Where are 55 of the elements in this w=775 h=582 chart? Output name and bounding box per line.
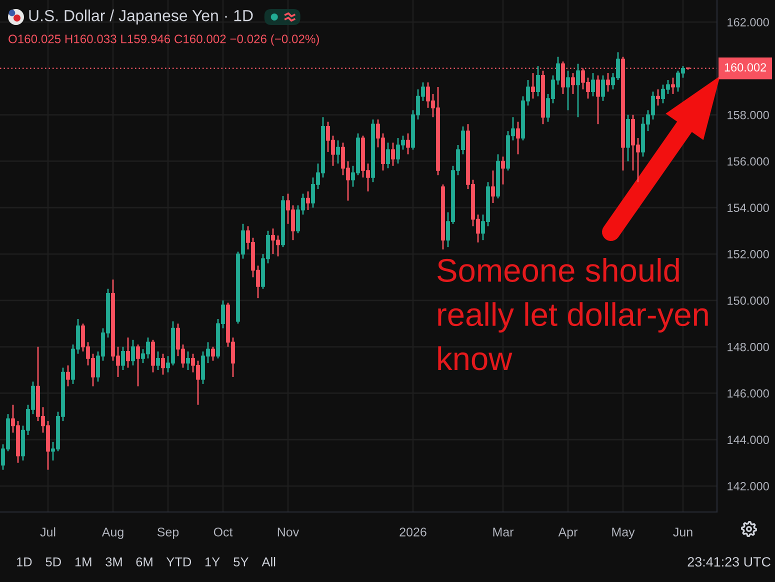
y-tick-label: 148.000 <box>728 342 769 352</box>
text: U.S. Dollar / Japanese Yen · 1D <box>29 10 253 24</box>
y-tick-label: 144.000 <box>728 436 769 444</box>
text: O160.025 H160.033 L159.946 C160.002 −0.026 (−0.02%) <box>8 34 319 46</box>
candlestick <box>536 65 540 97</box>
candlestick <box>656 88 660 106</box>
annotation: Someone should really let dollar-yen know <box>437 258 708 370</box>
candlestick <box>131 339 135 366</box>
text: 1D 5D 1M 3M 6M YTD 1Y 5Y All <box>16 557 276 566</box>
ref-line-label: 160.002 <box>724 63 766 72</box>
x-tick-label: Mar <box>493 528 514 536</box>
y-tick-label: 146.000 <box>728 389 769 398</box>
candlestick <box>576 63 580 118</box>
x-tick-label: Apr <box>558 528 578 539</box>
x-tick-label: Aug <box>102 528 124 539</box>
y-tick-label: 154.000 <box>728 204 769 212</box>
candlestick <box>186 350 190 371</box>
y-tick-label: 158.000 <box>728 110 769 120</box>
candlestick <box>671 77 675 95</box>
candlestick <box>491 170 495 204</box>
text: 23:41:23 UTC <box>688 557 770 567</box>
x-tick-label: Nov <box>278 528 300 536</box>
candlestick <box>151 339 155 374</box>
candlestick <box>516 121 520 155</box>
x-tick-label: Oct <box>214 528 233 536</box>
y-tick-label: 152.000 <box>728 250 769 258</box>
candlestick <box>336 140 340 164</box>
y-tick-label: 162.000 <box>728 18 769 26</box>
candlestick <box>161 353 165 376</box>
candlestick <box>591 72 595 97</box>
x-tick-label: Sep <box>157 528 179 539</box>
candlestick <box>531 72 535 100</box>
candlestick <box>501 156 505 186</box>
x-tick-label: 2026 <box>400 528 426 536</box>
candlestick <box>156 350 160 371</box>
y-tick-label: 142.000 <box>728 482 769 490</box>
x-tick-label: May <box>612 528 635 539</box>
candlestick <box>386 142 390 169</box>
candlestick <box>136 344 140 387</box>
candlestick <box>66 364 70 387</box>
candlestick <box>121 346 125 371</box>
candlestick <box>306 190 310 211</box>
y-tick-label: 156.000 <box>728 157 769 166</box>
candlestick <box>406 132 410 155</box>
candlestick <box>211 346 215 362</box>
y-tick-label: 150.000 <box>728 296 769 305</box>
candlestick <box>601 74 605 102</box>
candlestick <box>571 72 575 95</box>
candlestick <box>566 70 570 111</box>
x-tick-label: Jul <box>40 527 56 536</box>
x-tick-label: Jun <box>673 528 692 536</box>
candlestick <box>596 74 600 125</box>
candlestick <box>391 142 395 167</box>
candlestick <box>606 72 610 92</box>
candlestick <box>126 336 130 368</box>
